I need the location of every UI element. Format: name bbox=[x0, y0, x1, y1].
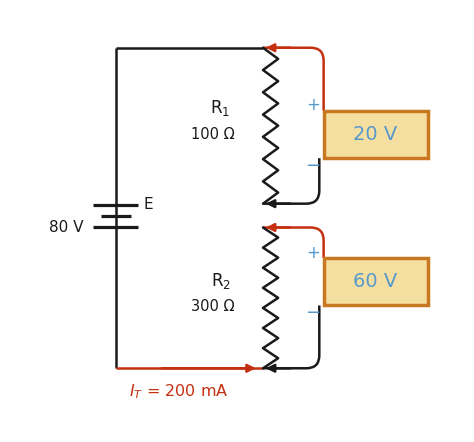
Text: E: E bbox=[144, 197, 154, 212]
Text: R$_1$: R$_1$ bbox=[210, 99, 230, 118]
FancyBboxPatch shape bbox=[324, 258, 428, 305]
Text: R$_2$: R$_2$ bbox=[210, 271, 230, 290]
Text: +: + bbox=[306, 96, 320, 114]
Text: 300 Ω: 300 Ω bbox=[191, 299, 235, 314]
Text: 100 Ω: 100 Ω bbox=[191, 127, 235, 142]
Text: +: + bbox=[306, 244, 320, 262]
Text: −: − bbox=[305, 304, 320, 322]
Text: −: − bbox=[305, 157, 320, 175]
Text: 80 V: 80 V bbox=[48, 220, 83, 235]
FancyBboxPatch shape bbox=[324, 110, 428, 158]
Text: 20 V: 20 V bbox=[354, 125, 398, 144]
Text: $I_T$ = 200 mA: $I_T$ = 200 mA bbox=[129, 383, 228, 401]
Text: 60 V: 60 V bbox=[354, 272, 398, 291]
